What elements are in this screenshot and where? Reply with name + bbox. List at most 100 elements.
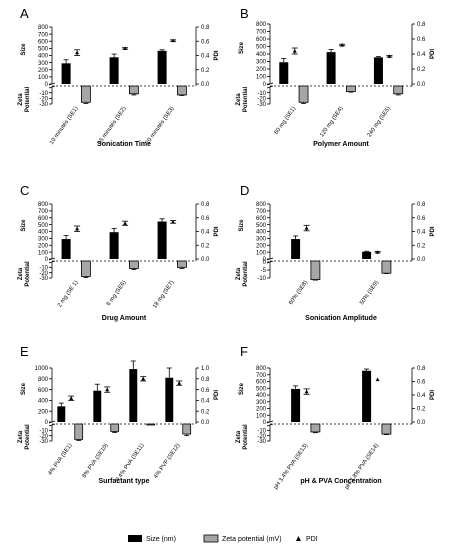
size-bar bbox=[109, 232, 119, 259]
zeta-tick-label: 0 bbox=[263, 260, 267, 266]
pdi-tick-label: 0.0 bbox=[417, 82, 426, 88]
size-tick-label: 200 bbox=[38, 68, 49, 74]
pdi-tick-label: 0.4 bbox=[201, 399, 210, 405]
pdi-point bbox=[105, 387, 110, 392]
size-tick-label: 600 bbox=[256, 216, 267, 222]
zeta-axis-title: ZetaPotential bbox=[236, 424, 249, 450]
pdi-tick-label: 0.8 bbox=[417, 22, 426, 28]
pdi-tick-label: 0.2 bbox=[201, 68, 210, 74]
pdi-axis-title: PDI bbox=[430, 390, 436, 400]
size-bar bbox=[279, 62, 289, 84]
size-bar bbox=[373, 57, 383, 84]
zeta-tick-label: -20 bbox=[39, 97, 48, 103]
x-axis-title: Polymer Amount bbox=[313, 141, 369, 148]
zeta-bar bbox=[74, 423, 84, 440]
panel-letter: A bbox=[20, 6, 29, 21]
legend-swatch-size bbox=[128, 535, 142, 542]
pdi-point bbox=[304, 389, 309, 394]
zeta-bar bbox=[182, 423, 192, 435]
zeta-bar bbox=[128, 260, 139, 269]
pdi-point bbox=[292, 49, 297, 53]
size-tick-label: 700 bbox=[38, 209, 49, 215]
legend-label-size: Size (nm) bbox=[146, 536, 176, 543]
pdi-tick-label: 1.0 bbox=[201, 366, 210, 372]
zeta-tick-label: -30 bbox=[39, 276, 48, 282]
size-tick-label: 100 bbox=[38, 250, 49, 256]
size-tick-label: 400 bbox=[256, 52, 267, 58]
panel-letter: F bbox=[240, 344, 248, 359]
zeta-tick-label: -30 bbox=[39, 439, 48, 445]
zeta-tick-label: -30 bbox=[39, 102, 48, 108]
size-bar bbox=[61, 63, 71, 84]
size-tick-label: 600 bbox=[38, 388, 49, 394]
size-bar bbox=[362, 370, 372, 422]
legend: Size (nm) Zeta potential (mV) PDI bbox=[128, 534, 318, 543]
zeta-tick-label: -5 bbox=[261, 268, 267, 274]
zeta-bar bbox=[176, 85, 187, 96]
pdi-tick-label: 0.4 bbox=[417, 393, 426, 399]
size-tick-label: 300 bbox=[256, 237, 267, 243]
size-tick-label: 600 bbox=[38, 39, 49, 45]
pdi-point bbox=[340, 43, 345, 47]
panel-letter: B bbox=[240, 6, 249, 21]
legend-swatch-pdi bbox=[296, 536, 301, 541]
size-tick-label: 500 bbox=[256, 386, 267, 392]
pdi-point bbox=[375, 250, 380, 254]
zeta-bar bbox=[176, 260, 187, 268]
size-tick-label: 800 bbox=[38, 377, 49, 383]
zeta-bar bbox=[381, 423, 392, 435]
size-tick-label: 100 bbox=[256, 250, 267, 256]
pdi-axis-title: PDI bbox=[214, 50, 220, 60]
pdi-tick-label: 0.0 bbox=[201, 420, 210, 426]
pdi-tick-label: 0.2 bbox=[201, 409, 210, 415]
zeta-tick-label: -10 bbox=[39, 266, 48, 272]
pdi-point bbox=[141, 376, 146, 381]
zeta-tick-label: -10 bbox=[39, 91, 48, 97]
size-tick-label: 500 bbox=[38, 47, 49, 53]
size-tick-label: 400 bbox=[256, 393, 267, 399]
zeta-axis-title: ZetaPotential bbox=[18, 261, 31, 287]
pdi-tick-label: 0.6 bbox=[417, 37, 426, 43]
size-tick-label: 400 bbox=[256, 230, 267, 236]
size-tick-label: 300 bbox=[256, 400, 267, 406]
size-tick-label: 200 bbox=[256, 243, 267, 249]
pdi-point bbox=[171, 38, 176, 43]
pdi-tick-label: 0.8 bbox=[417, 366, 426, 372]
size-axis-title: Size bbox=[21, 43, 27, 56]
size-tick-label: 0 bbox=[45, 257, 49, 263]
pdi-point bbox=[123, 46, 128, 50]
pdi-point bbox=[75, 226, 80, 231]
size-tick-label: 0 bbox=[263, 82, 267, 88]
pdi-tick-label: 0.2 bbox=[417, 243, 426, 249]
zeta-bar bbox=[298, 85, 309, 103]
pdi-tick-label: 0.8 bbox=[201, 377, 210, 383]
x-axis-title: Sonication Amplitude bbox=[305, 315, 377, 322]
size-tick-label: 800 bbox=[38, 202, 49, 208]
zeta-tick-label: -10 bbox=[39, 429, 48, 435]
size-tick-label: 0 bbox=[45, 82, 49, 88]
size-axis-title: Size bbox=[239, 382, 245, 395]
panel-letter: C bbox=[20, 183, 29, 198]
pdi-tick-label: 0.8 bbox=[201, 202, 210, 208]
size-tick-label: 400 bbox=[38, 399, 49, 405]
zeta-tick-label: -30 bbox=[257, 439, 266, 445]
size-tick-label: 0 bbox=[263, 420, 267, 426]
zeta-tick-label: -20 bbox=[39, 271, 48, 277]
size-tick-label: 300 bbox=[38, 237, 49, 243]
size-axis-title: Size bbox=[21, 219, 27, 232]
size-tick-label: 700 bbox=[256, 209, 267, 215]
legend-label-pdi: PDI bbox=[306, 536, 318, 543]
zeta-bar bbox=[345, 85, 356, 92]
size-bar bbox=[291, 239, 301, 259]
pdi-tick-label: 0.6 bbox=[201, 39, 210, 45]
size-axis-title: Size bbox=[21, 382, 27, 395]
pdi-point bbox=[69, 396, 74, 400]
pdi-tick-label: 0.6 bbox=[201, 388, 210, 394]
legend-swatch-zeta bbox=[203, 534, 219, 543]
size-bar bbox=[109, 57, 119, 84]
panel-letter: E bbox=[20, 344, 29, 359]
size-axis-title: Size bbox=[239, 41, 245, 54]
pdi-axis-title: PDI bbox=[430, 226, 436, 236]
